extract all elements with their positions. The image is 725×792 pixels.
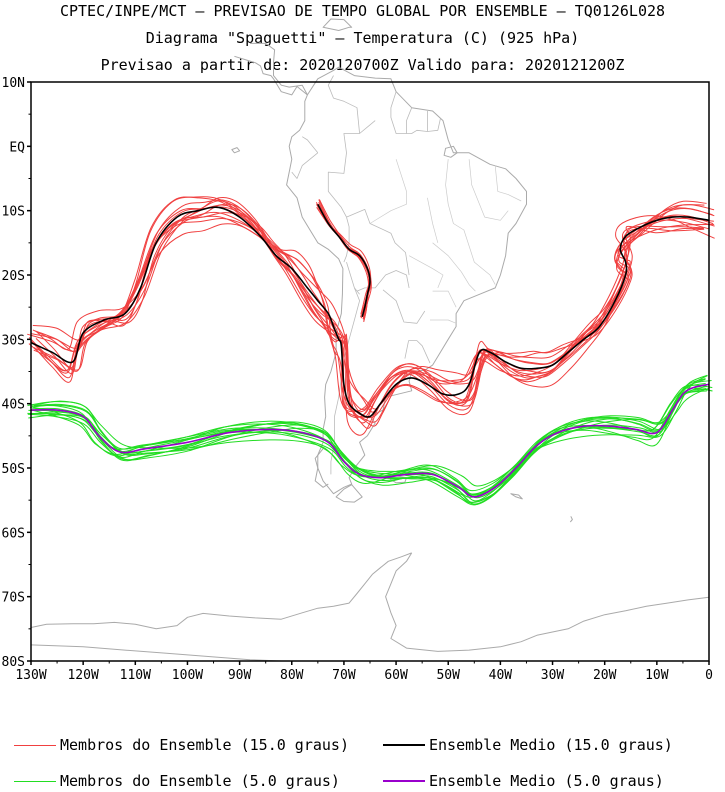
member-5-contour [33,374,708,492]
country-border [382,289,426,324]
chile-islands-coast [314,448,329,488]
legend-swatch-mean-15 [383,744,425,746]
legend-label-members-15: Membros do Ensemble (15.0 graus) [60,736,349,754]
member-15-andes-contour [318,199,371,322]
country-border [354,287,360,295]
lat-label: 50S [2,462,25,477]
central-america-caribbean-coast [250,42,308,96]
lat-label: 80S [2,655,25,670]
state-border [468,159,509,221]
country-border [390,91,441,134]
legend-mean-15: Ensemble Medio (15.0 graus) [383,736,673,754]
lon-label: 80W [280,668,304,683]
member-15-contour [30,211,704,423]
state-border [369,159,407,224]
title-line-1: CPTEC/INPE/MCT – PREVISAO DE TEMPO GLOBA… [59,2,666,20]
lat-label: 10N [2,76,25,91]
members-5-layer [27,374,713,506]
member-5-contour [27,388,709,499]
lat-label: 30S [2,333,25,348]
lat-label: 70S [2,591,25,606]
legend-members-5: Membros do Ensemble (5.0 graus) [14,772,340,790]
country-border [327,120,376,218]
member-15-contour [36,218,710,429]
state-border [408,255,444,289]
member-5-contour [33,380,712,495]
country-border [406,107,413,134]
mean-15-contour [30,206,710,418]
tierra-del-fuego-coast [335,484,363,503]
member-15-contour [33,196,705,410]
member-15-contour [33,199,715,416]
lon-label: 70W [332,668,356,683]
title-line-2: Diagrama "Spaguetti" – Temperatura (C) (… [145,29,580,47]
lon-label: 40W [489,668,513,683]
legend-members-15: Membros do Ensemble (15.0 graus) [14,736,349,754]
weddell-sea-coast [385,552,710,652]
lat-label: EQ [9,140,25,155]
country-border [301,136,319,154]
legend-mean-5: Ensemble Medio (5.0 graus) [383,772,664,790]
ice-shelf-edge [30,644,282,662]
state-border [494,165,522,202]
state-border [445,159,496,285]
member-5-contour [32,382,706,503]
member-5-contour [27,390,707,506]
member-5-contour [32,384,713,505]
country-border [404,340,431,364]
legend-label-members-5: Membros do Ensemble (5.0 graus) [60,772,340,790]
ensemble-mean-layer [30,203,710,498]
galapagos-coast [231,147,241,154]
country-border [356,270,410,292]
lon-label: 110W [120,668,151,683]
south-georgia-coast [510,493,523,500]
lon-label: 0 [705,668,713,683]
lat-label: 60S [2,526,25,541]
lat-label: 10S [2,205,25,220]
legend-label-mean-15: Ensemble Medio (15.0 graus) [429,736,673,754]
lon-label: 30W [541,668,565,683]
country-border [346,209,410,276]
lon-label: 100W [172,668,203,683]
coastline-layer [30,18,710,662]
state-border [427,197,439,243]
state-border [432,242,476,292]
lon-label: 20W [593,668,617,683]
members-15-layer [27,196,715,436]
antarctic-peninsula-west-coast [30,552,412,630]
legend-label-mean-5: Ensemble Medio (5.0 graus) [429,772,664,790]
mean-5-contour [30,383,710,498]
lat-label: 20S [2,269,25,284]
state-border [430,319,457,324]
sandwich-islands-coast [569,516,573,523]
central-america-coast [234,55,308,96]
lon-label: 60W [384,668,408,683]
title-line-3: Previsao a partir de: 2020120700Z Valido… [100,56,625,74]
member-15-contour [35,212,714,424]
south-america-coast [286,66,527,495]
lat-label: 40S [2,398,25,413]
state-border [432,290,457,308]
lon-label: 10W [645,668,669,683]
lon-label: 130W [15,668,46,683]
map-frame [30,81,710,662]
legend-swatch-members-5 [14,780,56,782]
member-15-contour [27,206,705,419]
lon-label: 90W [228,668,252,683]
country-border [327,75,360,134]
lon-label: 120W [67,668,98,683]
legend-swatch-mean-5 [383,780,425,782]
mean-15-andes-contour [317,203,371,317]
lon-label: 50W [436,668,460,683]
country-border [291,152,319,179]
member-5-contour [33,385,708,498]
legend-swatch-members-15 [14,744,56,746]
hispaniola-coast [322,18,353,31]
marajo-coast [443,145,458,158]
